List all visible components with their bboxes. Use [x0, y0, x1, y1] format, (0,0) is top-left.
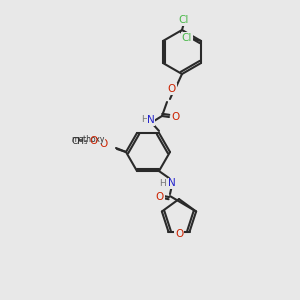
Text: methoxy: methoxy — [71, 134, 105, 143]
Text: CH₃: CH₃ — [72, 136, 88, 146]
Text: Cl: Cl — [179, 15, 189, 25]
Text: N: N — [147, 115, 155, 125]
Text: O: O — [156, 192, 164, 202]
Text: O: O — [90, 136, 98, 146]
Text: O: O — [100, 139, 108, 149]
Text: H: H — [141, 116, 147, 124]
Text: Cl: Cl — [182, 33, 192, 43]
Text: N: N — [168, 178, 176, 188]
Text: O: O — [168, 84, 176, 94]
Text: O: O — [172, 112, 180, 122]
Text: O: O — [175, 229, 183, 238]
Text: H: H — [160, 178, 167, 188]
